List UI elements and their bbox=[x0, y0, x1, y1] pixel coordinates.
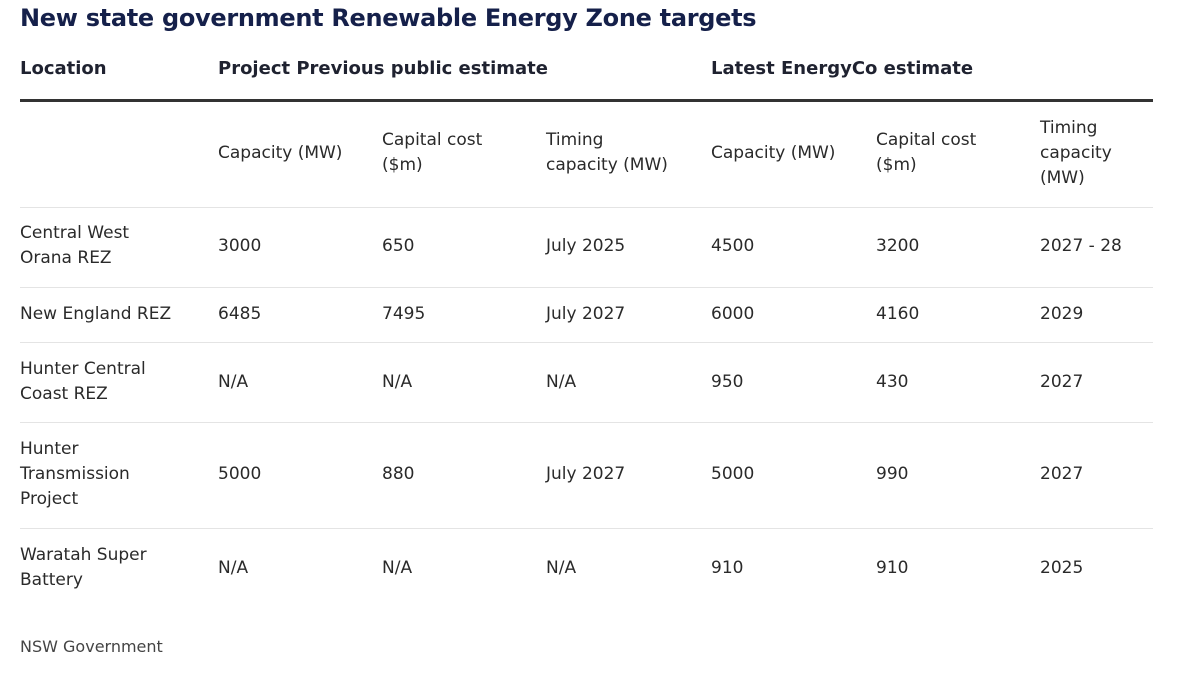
row-5-new-cost: 910 bbox=[876, 558, 909, 578]
row-divider bbox=[20, 342, 1153, 343]
row-3-location: Hunter Central Coast REZ bbox=[20, 357, 146, 407]
row-3-prev-capacity: N/A bbox=[218, 372, 249, 392]
row-2-new-capacity: 6000 bbox=[711, 304, 755, 324]
row-1-new-capacity: 4500 bbox=[711, 236, 755, 256]
row-2-prev-timing: July 2027 bbox=[546, 304, 626, 324]
location-line: Central West bbox=[20, 223, 130, 243]
row-divider bbox=[20, 207, 1153, 208]
subheader-line: ($m) bbox=[382, 155, 423, 175]
row-2-new-cost: 4160 bbox=[876, 304, 920, 324]
location-line: Orana REZ bbox=[20, 248, 112, 268]
row-3-new-timing: 2027 bbox=[1040, 372, 1084, 392]
row-5-location: Waratah Super Battery bbox=[20, 543, 147, 593]
row-2-new-timing: 2029 bbox=[1040, 304, 1084, 324]
subheader-line: capacity bbox=[1040, 143, 1112, 163]
location-line: Waratah Super bbox=[20, 545, 147, 565]
subheader-new-timing: Timing capacity (MW) bbox=[1040, 116, 1112, 191]
location-line: Hunter Central bbox=[20, 359, 146, 379]
table-title: New state government Renewable Energy Zo… bbox=[20, 4, 757, 32]
subheader-line: Timing bbox=[546, 130, 604, 150]
row-4-prev-cost: 880 bbox=[382, 464, 415, 484]
row-4-new-cost: 990 bbox=[876, 464, 909, 484]
location-line: Transmission bbox=[20, 464, 130, 484]
subheader-new-capital-cost: Capital cost ($m) bbox=[876, 128, 976, 178]
row-2-prev-capacity: 6485 bbox=[218, 304, 262, 324]
row-3-new-capacity: 950 bbox=[711, 372, 744, 392]
subheader-new-capacity: Capacity (MW) bbox=[711, 143, 836, 163]
location-line: New England REZ bbox=[20, 304, 172, 324]
row-4-new-capacity: 5000 bbox=[711, 464, 755, 484]
row-2-location: New England REZ bbox=[20, 302, 171, 327]
row-2-prev-cost: 7495 bbox=[382, 304, 426, 324]
row-5-prev-capacity: N/A bbox=[218, 558, 249, 578]
row-3-prev-cost: N/A bbox=[382, 372, 413, 392]
row-4-prev-timing: July 2027 bbox=[546, 464, 626, 484]
row-3-new-cost: 430 bbox=[876, 372, 909, 392]
location-line: Coast REZ bbox=[20, 384, 108, 404]
row-divider bbox=[20, 287, 1153, 288]
row-5-prev-cost: N/A bbox=[382, 558, 413, 578]
header-divider bbox=[20, 99, 1153, 102]
row-5-prev-timing: N/A bbox=[546, 558, 577, 578]
subheader-line: (MW) bbox=[1040, 168, 1085, 188]
row-4-location: Hunter Transmission Project bbox=[20, 437, 130, 512]
subheader-line: ($m) bbox=[876, 155, 917, 175]
row-5-new-timing: 2025 bbox=[1040, 558, 1084, 578]
row-1-location: Central West Orana REZ bbox=[20, 221, 129, 271]
row-1-prev-capacity: 3000 bbox=[218, 236, 262, 256]
subheader-line: Timing bbox=[1040, 118, 1098, 138]
header-latest-estimate: Latest EnergyCo estimate bbox=[711, 58, 974, 79]
subheader-line: capacity (MW) bbox=[546, 155, 668, 175]
row-divider bbox=[20, 422, 1153, 423]
header-previous-estimate: Project Previous public estimate bbox=[218, 58, 548, 79]
subheader-line: Capital cost bbox=[382, 130, 483, 150]
location-line: Project bbox=[20, 489, 79, 509]
row-1-prev-timing: July 2025 bbox=[546, 236, 626, 256]
row-4-new-timing: 2027 bbox=[1040, 464, 1084, 484]
source-credit: NSW Government bbox=[20, 637, 163, 656]
location-line: Battery bbox=[20, 570, 83, 590]
location-line: Hunter bbox=[20, 439, 79, 459]
row-1-new-cost: 3200 bbox=[876, 236, 920, 256]
subheader-prev-capacity: Capacity (MW) bbox=[218, 143, 343, 163]
row-4-prev-capacity: 5000 bbox=[218, 464, 262, 484]
subheader-prev-timing: Timing capacity (MW) bbox=[546, 128, 668, 178]
table-group-header: Location Project Previous public estimat… bbox=[0, 58, 1200, 88]
subheader-line: Capital cost bbox=[876, 130, 977, 150]
row-5-new-capacity: 910 bbox=[711, 558, 744, 578]
row-1-new-timing: 2027 - 28 bbox=[1040, 236, 1122, 256]
row-1-prev-cost: 650 bbox=[382, 236, 415, 256]
row-3-prev-timing: N/A bbox=[546, 372, 577, 392]
subheader-prev-capital-cost: Capital cost ($m) bbox=[382, 128, 482, 178]
row-divider bbox=[20, 528, 1153, 529]
header-location: Location bbox=[20, 58, 107, 79]
